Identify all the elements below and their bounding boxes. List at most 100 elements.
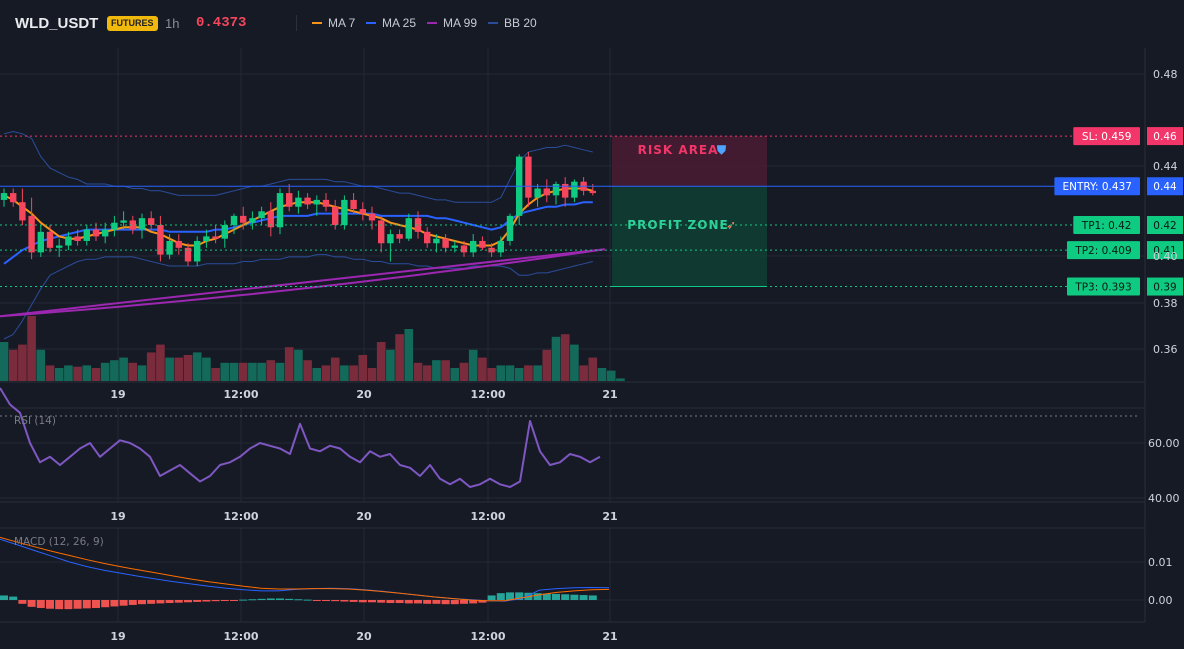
bb-upper-line xyxy=(3,131,593,203)
macd-histogram-bar xyxy=(358,600,367,603)
candle-body xyxy=(304,197,311,205)
volume-bar xyxy=(156,344,165,381)
macd-histogram-bar xyxy=(55,600,64,610)
macd-histogram-bar xyxy=(156,600,165,604)
rsi-tick-label: 40.00 xyxy=(1148,492,1180,505)
tp2-axis-text: 0.41 xyxy=(1153,245,1176,257)
volume-bar xyxy=(266,360,276,381)
volume-bar xyxy=(119,357,128,381)
macd-histogram-bar xyxy=(377,600,386,603)
volume-bar xyxy=(18,344,27,381)
macd-histogram-bar xyxy=(312,600,321,601)
tp1-tag xyxy=(1073,216,1140,234)
risk-area-zone xyxy=(612,136,767,187)
rsi-tick-label: 60.00 xyxy=(1148,437,1180,450)
macd-histogram-bar xyxy=(423,600,432,604)
tp1-axis-text: 0.42 xyxy=(1153,220,1176,232)
macd-histogram-bar xyxy=(506,592,514,600)
macd-histogram-bar xyxy=(202,600,211,602)
legend-ma99[interactable]: MA 99 xyxy=(427,16,477,30)
rsi-line xyxy=(0,387,601,488)
volume-bar xyxy=(395,334,404,381)
candle-body xyxy=(286,193,293,207)
time-tick-label: 21 xyxy=(602,630,617,643)
volume-bar xyxy=(367,368,377,381)
volume-bar xyxy=(468,349,478,381)
legend-ma25[interactable]: MA 25 xyxy=(366,16,416,30)
candle-body xyxy=(56,245,63,248)
grid-lines xyxy=(0,48,1146,623)
candle-body xyxy=(387,234,394,244)
volume-bar xyxy=(211,368,220,381)
volume-bar xyxy=(579,365,588,381)
legend-bb20-label: BB 20 xyxy=(504,16,537,30)
price-tick-label: 0.44 xyxy=(1153,160,1178,173)
macd-histogram-bar xyxy=(0,595,8,600)
macd-histogram-bar xyxy=(119,600,128,606)
time-tick-label: 21 xyxy=(602,510,617,523)
candle-body xyxy=(74,236,81,241)
volume-bar xyxy=(505,365,515,381)
candle-body xyxy=(138,218,146,230)
candle-body xyxy=(451,245,458,248)
candle-body xyxy=(10,193,17,203)
ma25-swatch-icon xyxy=(366,22,376,24)
time-tick-label: 20 xyxy=(356,510,372,523)
volume-bar xyxy=(404,329,414,381)
candle-body xyxy=(203,236,210,241)
candle-body xyxy=(506,215,514,241)
macd-histogram-bar xyxy=(138,600,146,605)
macd-histogram-bar xyxy=(9,596,18,600)
volume-bar xyxy=(294,349,303,381)
candle-body xyxy=(230,215,238,225)
candle-body xyxy=(589,190,596,194)
entry-axis-tag xyxy=(1147,177,1183,196)
futures-badge: FUTURES xyxy=(107,16,158,31)
volume-bar xyxy=(312,368,322,381)
candle-body xyxy=(359,209,366,214)
ma99-swatch-icon xyxy=(427,22,437,24)
macd-histogram-bar xyxy=(533,593,542,600)
volume-bar xyxy=(432,360,441,381)
symbol-title[interactable]: WLD_USDT xyxy=(15,15,99,32)
macd-histogram-bar xyxy=(561,594,570,600)
candle-body xyxy=(414,218,422,232)
macd-tick-label: 0.01 xyxy=(1148,556,1173,569)
volume-bar xyxy=(340,365,349,381)
candle-body xyxy=(396,234,403,239)
macd-histogram-bar xyxy=(73,600,82,609)
header-divider xyxy=(296,15,297,31)
volume-bar xyxy=(146,352,156,381)
candle-body xyxy=(175,240,182,248)
candle-body xyxy=(240,215,247,223)
candle-body xyxy=(571,181,578,198)
timeframe-label[interactable]: 1h xyxy=(165,16,180,31)
volume-bar xyxy=(110,360,119,381)
trade-zones: RISK AREA ⛊ PROFIT ZONE ➶ xyxy=(612,136,767,288)
macd-histogram-bar xyxy=(128,600,137,605)
volume-bar xyxy=(524,365,533,381)
volume-bar xyxy=(321,365,331,381)
volume-bar xyxy=(27,316,36,381)
legend-ma7[interactable]: MA 7 xyxy=(312,16,355,30)
volume-bar xyxy=(100,362,110,381)
profit-zone-label: PROFIT ZONE xyxy=(627,218,728,232)
volume-bar xyxy=(560,334,570,381)
legend-bb20[interactable]: BB 20 xyxy=(488,16,537,30)
volume-bar xyxy=(54,368,64,381)
candle-body xyxy=(534,188,541,198)
volume-bar xyxy=(91,368,101,381)
volume-bar xyxy=(45,365,55,381)
macd-histogram-bar xyxy=(469,600,478,604)
macd-histogram-bar xyxy=(579,595,588,600)
macd-histogram-bar xyxy=(230,600,238,601)
signal-line xyxy=(0,536,610,602)
volume-bar xyxy=(514,368,524,381)
volume-bar xyxy=(606,370,616,381)
macd-histogram-bar xyxy=(349,600,358,602)
sl-tag-text: SL: 0.459 xyxy=(1082,131,1131,143)
candle-body xyxy=(120,220,127,223)
volume-bars xyxy=(0,316,625,381)
macd-label: MACD (12, 26, 9) xyxy=(14,536,104,548)
